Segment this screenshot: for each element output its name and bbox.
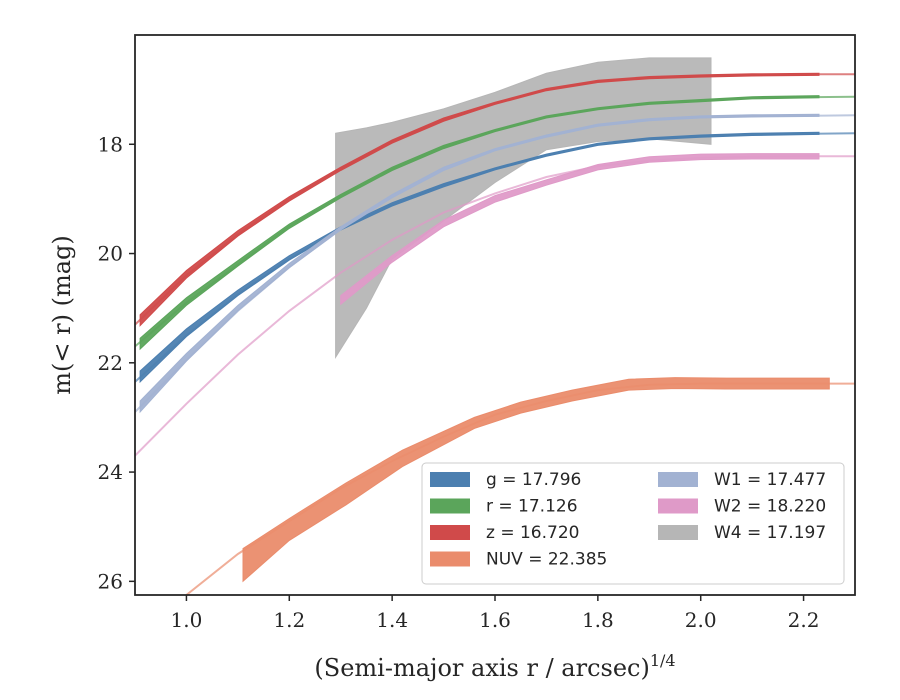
- legend-label-z: z = 16.720: [486, 523, 579, 543]
- legend-swatch-w1: [658, 472, 698, 487]
- legend-swatch-g: [430, 472, 470, 487]
- legend-swatch-z: [430, 525, 470, 540]
- y-tick-label: 26: [98, 569, 123, 593]
- y-axis-label: m(< r) (mag): [48, 235, 76, 394]
- axis-ticks-layer: 1.0 1.2 1.4 1.6 1.8 2.0 2.2 18 20 22 24 26: [98, 132, 820, 632]
- x-tick-label: 1.2: [273, 608, 305, 632]
- legend-label-w4: W4 = 17.197: [714, 523, 826, 543]
- band-r: [139, 95, 820, 351]
- y-tick-label: 24: [98, 460, 123, 484]
- band-z: [139, 72, 820, 327]
- legend: g = 17.796 r = 17.126 z = 16.720 NUV = 22.3…: [421, 462, 845, 585]
- x-tick-label: 1.6: [479, 608, 511, 632]
- x-tick-label: 1.4: [376, 608, 408, 632]
- legend-label-r: r = 17.126: [486, 497, 578, 517]
- model-curves-layer: [135, 72, 855, 595]
- legend-swatch-nuv: [430, 551, 470, 567]
- legend-swatch-w2: [658, 498, 698, 514]
- y-tick-label: 18: [98, 132, 123, 156]
- legend-label-g: g = 17.796: [486, 470, 581, 490]
- x-tick-label: 1.8: [582, 608, 614, 632]
- legend-label-w2: W2 = 18.220: [714, 497, 826, 517]
- band-w2: [340, 153, 820, 306]
- legend-label-w1: W1 = 17.477: [714, 470, 826, 490]
- legend-swatch-w4: [658, 525, 698, 540]
- legend-swatch-r: [430, 498, 470, 514]
- x-axis-label: (Semi-major axis r / arcsec)1/4: [314, 651, 675, 682]
- legend-box: [421, 462, 845, 585]
- x-tick-label: 2.2: [788, 608, 820, 632]
- band-w1: [139, 113, 820, 414]
- y-tick-label: 20: [98, 242, 123, 266]
- legend-label-nuv: NUV = 22.385: [486, 550, 607, 570]
- x-tick-label: 2.0: [685, 608, 717, 632]
- x-tick-label: 1.0: [171, 608, 203, 632]
- band-nuv: [242, 377, 830, 583]
- y-tick-label: 22: [98, 351, 123, 375]
